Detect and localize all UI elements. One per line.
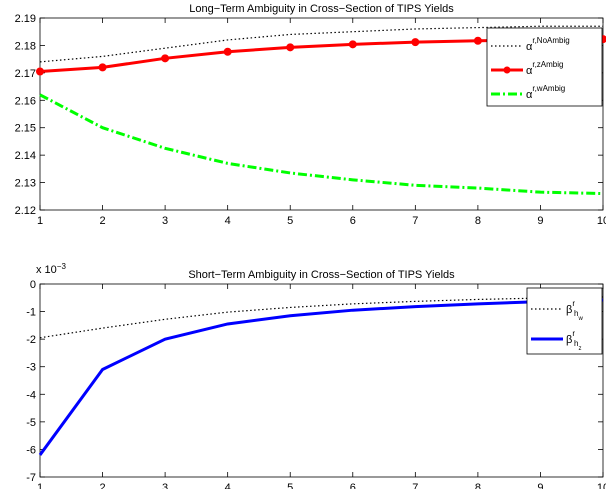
y-tick-label: 2.14 bbox=[15, 150, 36, 162]
x-tick-label: 9 bbox=[537, 215, 543, 227]
legend-label: αr,zAmbig bbox=[526, 60, 563, 77]
x-tick-label: 7 bbox=[412, 482, 418, 489]
y-tick-label: -7 bbox=[26, 472, 36, 484]
legend-label: αr,NoAmbig bbox=[526, 36, 570, 53]
y-multiplier-exp: −3 bbox=[57, 262, 67, 271]
series-line bbox=[38, 298, 604, 456]
legend-label: βrhw bbox=[566, 299, 583, 322]
series-marker bbox=[161, 54, 170, 63]
y-tick-label: 2.12 bbox=[15, 205, 36, 217]
y-tick-label: 2.13 bbox=[15, 178, 36, 190]
series-marker bbox=[411, 38, 420, 47]
y-tick-label: -1 bbox=[26, 307, 36, 319]
series-marker bbox=[98, 63, 107, 72]
legend-sup: r,zAmbig bbox=[532, 60, 563, 69]
chart-title: Short−Term Ambiguity in Cross−Section of… bbox=[188, 269, 455, 281]
series-marker bbox=[286, 43, 295, 52]
x-tick-label: 1 bbox=[37, 215, 43, 227]
x-tick-label: 4 bbox=[225, 482, 231, 489]
plot-area bbox=[39, 283, 604, 478]
x-tick-label: 4 bbox=[225, 215, 231, 227]
x-tick-label: 2 bbox=[99, 482, 105, 489]
y-tick-label: 0 bbox=[30, 279, 36, 291]
y-tick-label: -5 bbox=[26, 417, 36, 429]
x-tick-label: 8 bbox=[475, 215, 481, 227]
legend-symbol: α bbox=[526, 89, 533, 101]
series-marker bbox=[36, 67, 44, 76]
legend-symbol: α bbox=[526, 41, 533, 53]
legend-subsub: z bbox=[578, 346, 581, 352]
y-tick-label: -2 bbox=[26, 334, 36, 346]
x-tick-label: 1 bbox=[37, 482, 43, 489]
legend-sup: r,NoAmbig bbox=[532, 36, 569, 45]
x-tick-label: 3 bbox=[162, 482, 168, 489]
legend-sup: r bbox=[572, 329, 575, 338]
x-tick-label: 6 bbox=[350, 215, 356, 227]
legend-sup: r,wAmbig bbox=[532, 84, 565, 93]
y-tick-label: 2.15 bbox=[15, 123, 36, 135]
legend-label: βrhz bbox=[566, 329, 581, 352]
y-tick-label: 2.18 bbox=[15, 40, 36, 52]
y-multiplier-base: x 10 bbox=[36, 264, 57, 276]
series-marker bbox=[473, 36, 482, 45]
legend-marker bbox=[503, 66, 511, 74]
x-tick-label: 9 bbox=[537, 482, 543, 489]
y-tick-label: 2.19 bbox=[15, 13, 36, 25]
series-marker bbox=[223, 47, 232, 56]
x-tick-label: 3 bbox=[162, 215, 168, 227]
chart-title: Long−Term Ambiguity in Cross−Section of … bbox=[189, 3, 454, 15]
x-tick-label: 2 bbox=[99, 215, 105, 227]
series-line bbox=[39, 93, 604, 196]
legend-sup: r bbox=[572, 299, 575, 308]
series-marker bbox=[348, 40, 357, 49]
legend-subsub: w bbox=[577, 316, 583, 322]
y-tick-label: 2.16 bbox=[15, 95, 36, 107]
y-tick-label: -3 bbox=[26, 362, 36, 374]
legend-box bbox=[526, 287, 603, 355]
legend-symbol: β bbox=[566, 304, 572, 316]
legend-sub: h bbox=[574, 309, 578, 318]
y-tick-label: 2.17 bbox=[15, 68, 36, 80]
x-tick-label: 6 bbox=[350, 482, 356, 489]
legend-symbol: α bbox=[526, 65, 533, 77]
x-tick-label: 8 bbox=[475, 482, 481, 489]
y-multiplier: x 10−3 bbox=[36, 262, 66, 276]
legend-sub: h bbox=[574, 339, 578, 348]
legend-symbol: β bbox=[566, 334, 572, 346]
x-tick-label: 10 bbox=[597, 215, 606, 227]
x-tick-label: 10 bbox=[597, 482, 606, 489]
x-tick-label: 7 bbox=[412, 215, 418, 227]
y-tick-label: -4 bbox=[26, 389, 36, 401]
legend-label: αr,wAmbig bbox=[526, 84, 565, 101]
y-tick-label: -6 bbox=[26, 444, 36, 456]
x-tick-label: 5 bbox=[287, 482, 293, 489]
x-tick-label: 5 bbox=[287, 215, 293, 227]
